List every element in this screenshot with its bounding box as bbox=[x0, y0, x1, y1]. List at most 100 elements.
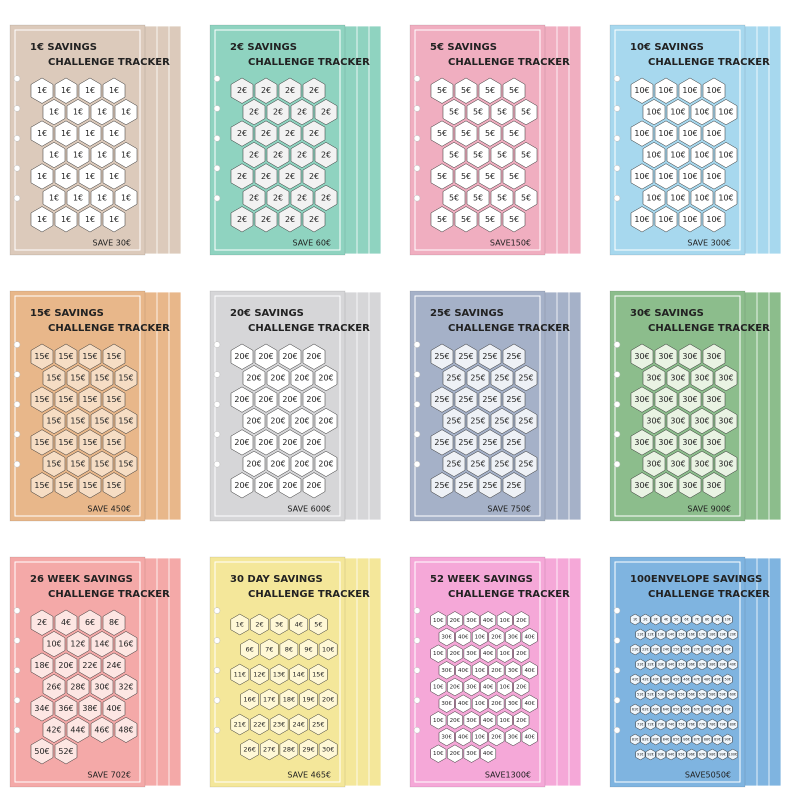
hex-label: 2€ bbox=[261, 215, 271, 224]
hex-label: 36€ bbox=[58, 704, 73, 713]
hex-label: 15€ bbox=[118, 374, 133, 383]
hex-cell bbox=[269, 613, 289, 636]
hex-cell bbox=[54, 386, 78, 413]
hex-cell bbox=[478, 120, 502, 147]
hex-label: 15€ bbox=[94, 374, 109, 383]
hex-cell bbox=[314, 184, 338, 211]
hex-label: 14€ bbox=[293, 671, 305, 679]
hex-cell bbox=[302, 472, 326, 499]
hex-label: 34€ bbox=[668, 663, 674, 667]
hex-cell bbox=[290, 99, 314, 126]
hex-label: 20€ bbox=[234, 352, 249, 361]
hex-cell bbox=[702, 673, 713, 686]
hex-label: 20€ bbox=[491, 635, 502, 641]
ring-hole bbox=[213, 135, 221, 142]
hex-label: 30€ bbox=[646, 374, 661, 383]
hex-label: 10€ bbox=[475, 735, 486, 741]
hex-cell bbox=[289, 613, 309, 636]
hex-label: 100€ bbox=[729, 753, 738, 757]
title-line-2: CHALLENGE TRACKER bbox=[448, 57, 570, 68]
hex-cell bbox=[478, 77, 502, 104]
hex-cell bbox=[661, 703, 671, 716]
ring-hole bbox=[413, 401, 421, 408]
hex-cell bbox=[690, 184, 714, 211]
hex-cell bbox=[686, 658, 697, 671]
ring-hole bbox=[213, 371, 221, 378]
hex-cell bbox=[90, 450, 114, 477]
hex-label: 10€ bbox=[718, 108, 733, 117]
hex-cell bbox=[442, 184, 466, 211]
hex-label: 26€ bbox=[683, 648, 689, 652]
hex-label: 30€ bbox=[466, 751, 477, 757]
hex-label: 5€ bbox=[521, 151, 531, 160]
ring-hole bbox=[213, 165, 221, 172]
ring-hole bbox=[413, 726, 421, 734]
hex-cell bbox=[521, 694, 538, 713]
hex-label: 26€ bbox=[46, 683, 61, 692]
card-stack: 100ENVELOPE SAVINGS CHALLENGE TRACKER SAVE… bbox=[609, 556, 782, 788]
hex-cell bbox=[727, 748, 738, 761]
hex-label: 29€ bbox=[714, 648, 720, 652]
hex-cell bbox=[630, 673, 641, 686]
hex-label: 20€ bbox=[318, 417, 333, 426]
hex-label: 40€ bbox=[524, 701, 535, 707]
hex-label: 20€ bbox=[234, 395, 249, 404]
hex-label: 5€ bbox=[497, 151, 507, 160]
hex-label: 24€ bbox=[106, 661, 121, 670]
hex-label: 25€ bbox=[506, 438, 521, 447]
card-stack: 5€ SAVINGS CHALLENGE TRACKER SAVE150€ 5€ 5€ 5… bbox=[409, 24, 582, 256]
hex-label: 30€ bbox=[670, 459, 685, 468]
hex-cell bbox=[254, 386, 278, 413]
hex-label: 25€ bbox=[494, 459, 509, 468]
hex-cell bbox=[314, 142, 338, 168]
hex-label: 40€ bbox=[458, 668, 469, 674]
hex-label: 10€ bbox=[670, 193, 685, 202]
hex-label: 30€ bbox=[694, 417, 709, 426]
hex-label: 5€ bbox=[509, 172, 519, 181]
hex-cell bbox=[78, 609, 102, 636]
hex-label: 36€ bbox=[688, 663, 694, 667]
hex-cell bbox=[488, 627, 505, 647]
hex-label: 30€ bbox=[508, 635, 519, 641]
hex-label: 10€ bbox=[682, 215, 697, 224]
hex-label: 52€ bbox=[647, 693, 653, 697]
hex-cell bbox=[645, 718, 656, 731]
hex-label: 30€ bbox=[466, 618, 477, 624]
hex-cell bbox=[702, 343, 726, 370]
hex-cell bbox=[278, 429, 302, 456]
hex-label: 85€ bbox=[673, 738, 679, 742]
hex-cell bbox=[727, 658, 738, 671]
hex-label: 42€ bbox=[46, 725, 61, 734]
hex-cell bbox=[290, 142, 314, 168]
hex-label: 10€ bbox=[475, 701, 486, 707]
hex-cell bbox=[488, 727, 505, 747]
hex-cell bbox=[114, 184, 138, 211]
hex-label: 2€ bbox=[261, 172, 271, 181]
hex-cell bbox=[230, 120, 254, 147]
hex-cell bbox=[678, 206, 702, 233]
hex-cell bbox=[290, 365, 314, 392]
hex-cell bbox=[78, 652, 102, 679]
hex-label: 20€ bbox=[282, 352, 297, 361]
hex-cell bbox=[630, 703, 641, 716]
hex-cell bbox=[463, 711, 480, 730]
hex-cell bbox=[78, 695, 102, 722]
hex-cell bbox=[438, 727, 455, 747]
hex-label: 50€ bbox=[34, 747, 49, 756]
hex-cell bbox=[250, 613, 269, 636]
ring-hole bbox=[13, 667, 21, 674]
hex-label: 10€ bbox=[694, 193, 709, 202]
hex-label: 4€ bbox=[295, 621, 303, 629]
hex-cell bbox=[654, 472, 678, 499]
hex-cell bbox=[666, 184, 690, 211]
hex-cell bbox=[691, 733, 702, 746]
hex-label: 1€ bbox=[85, 129, 95, 138]
hex-label: 15€ bbox=[34, 438, 49, 447]
hex-label: 30€ bbox=[646, 417, 661, 426]
hex-label: 38€ bbox=[82, 704, 97, 713]
hex-cell bbox=[686, 688, 697, 701]
ring-hole bbox=[13, 341, 21, 348]
hex-label: 5€ bbox=[473, 108, 483, 117]
ring-hole bbox=[413, 697, 421, 704]
save-total: SAVE 60€ bbox=[292, 239, 331, 248]
